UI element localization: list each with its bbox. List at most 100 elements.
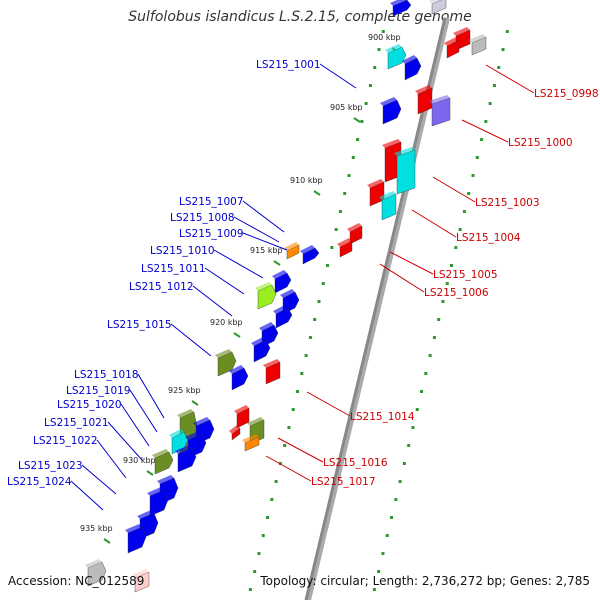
reverse-gene-top [132, 569, 149, 578]
reverse-gene [453, 27, 471, 51]
reverse-gene [229, 425, 241, 441]
forward-label-leader [192, 285, 233, 317]
tick-dot-left [334, 228, 338, 231]
tick-dot-right [377, 570, 381, 573]
tick-dot-left [356, 138, 360, 141]
forward-gene-label-ls215_1019: LS215_1019 [66, 385, 131, 397]
forward-gene-top [193, 417, 210, 426]
reverse-gene [337, 238, 353, 258]
reverse-label-leader [485, 64, 535, 94]
tick-dot-right [411, 426, 415, 429]
forward-gene [380, 97, 402, 125]
tick-dot-right [471, 174, 475, 177]
forward-gene-top [255, 282, 272, 291]
forward-gene-top [402, 55, 417, 64]
reverse-label-leader [432, 176, 476, 203]
forward-gene-label-ls215_1009: LS215_1009 [179, 228, 244, 240]
reverse-gene-top [234, 405, 249, 414]
tick-dot-left [261, 534, 265, 537]
reverse-label-leader [461, 119, 509, 143]
reverse-gene [234, 405, 250, 429]
tick-dot-right [372, 588, 376, 591]
reverse-gene [415, 85, 433, 115]
forward-gene-label-ls215_1020: LS215_1020 [57, 399, 122, 411]
forward-gene-top [385, 44, 402, 53]
kbp-tick-mark [191, 400, 199, 406]
reverse-gene-body [265, 361, 281, 385]
topology-text: Topology: circular; Length: 2,736,272 bp… [260, 574, 590, 588]
forward-label-leader [319, 63, 357, 89]
tick-dot-right [462, 210, 466, 213]
tick-dot-right [454, 246, 458, 249]
forward-label-leader [242, 200, 285, 233]
kbp-tick-mark [273, 260, 281, 266]
reverse-gene [469, 34, 487, 56]
tick-dot-left [304, 354, 308, 357]
reverse-gene-top [284, 242, 299, 251]
forward-label-leader [81, 464, 117, 495]
reverse-gene-label-ls215_1000: LS215_1000 [508, 137, 573, 149]
forward-gene-top [390, 0, 407, 6]
forward-gene [147, 487, 169, 517]
tick-dot-left [317, 300, 321, 303]
forward-gene-top [85, 559, 102, 568]
forward-gene-top [272, 270, 287, 279]
forward-label-leader [242, 232, 288, 251]
reverse-gene-label-ls215_1003: LS215_1003 [475, 197, 540, 209]
tick-dot-right [458, 228, 462, 231]
tick-dot-left [248, 588, 252, 591]
reverse-gene [429, 95, 451, 127]
reverse-gene-top [347, 223, 362, 232]
reverse-label-leader [265, 455, 312, 482]
forward-label-leader [213, 249, 264, 279]
forward-gene-label-ls215_1023: LS215_1023 [18, 460, 83, 472]
tick-dot-left [368, 84, 372, 87]
reverse-gene [429, 0, 447, 15]
tick-dot-left [364, 102, 368, 105]
reverse-gene-label-ls215_1006: LS215_1006 [424, 287, 489, 299]
forward-gene-top [152, 449, 169, 458]
forward-gene-body [127, 526, 147, 554]
tick-dot-right [381, 552, 385, 555]
forward-gene-label-ls215_1022: LS215_1022 [33, 435, 98, 447]
tick-dot-left [283, 444, 287, 447]
kbp-tick-label: 900 kbp [368, 33, 401, 42]
reverse-gene [132, 569, 150, 593]
forward-gene [152, 449, 174, 475]
tick-dot-right [467, 192, 471, 195]
forward-gene-label-ls215_1001: LS215_1001 [256, 59, 321, 71]
reverse-label-leader [389, 251, 434, 275]
forward-gene-top [280, 289, 295, 298]
tick-dot-left [266, 516, 270, 519]
kbp-tick-label: 930 kbp [123, 456, 156, 465]
tick-dot-left [373, 66, 377, 69]
forward-gene-label-ls215_1011: LS215_1011 [141, 263, 206, 275]
tick-dot-right [437, 318, 441, 321]
forward-gene-label-ls215_1024: LS215_1024 [7, 476, 72, 488]
reverse-gene-top [337, 238, 352, 247]
reverse-gene [263, 359, 281, 385]
reverse-gene-label-ls215_1004: LS215_1004 [456, 232, 521, 244]
reverse-gene-top [429, 95, 450, 104]
reverse-gene-body [431, 0, 447, 15]
reverse-gene [367, 179, 385, 207]
tick-dot-right [450, 264, 454, 267]
reverse-gene-top [229, 425, 240, 434]
kbp-tick-label: 905 kbp [330, 103, 363, 112]
reverse-label-leader [277, 437, 324, 463]
tick-dot-right [480, 138, 484, 141]
tick-dot-left [253, 570, 257, 573]
tick-dot-left [351, 156, 355, 159]
forward-label-leader [137, 373, 165, 419]
forward-gene-label-ls215_1012: LS215_1012 [129, 281, 194, 293]
forward-gene-top [147, 487, 164, 496]
kbp-tick-mark [103, 538, 111, 544]
tick-dot-left [287, 426, 291, 429]
forward-gene-label-ls215_1007: LS215_1007 [179, 196, 244, 208]
tick-dot-left [257, 552, 261, 555]
reverse-gene-body [396, 149, 416, 195]
reverse-gene-label-ls215_1017: LS215_1017 [311, 476, 376, 488]
tick-dot-left [296, 390, 300, 393]
tick-dot-right [407, 444, 411, 447]
